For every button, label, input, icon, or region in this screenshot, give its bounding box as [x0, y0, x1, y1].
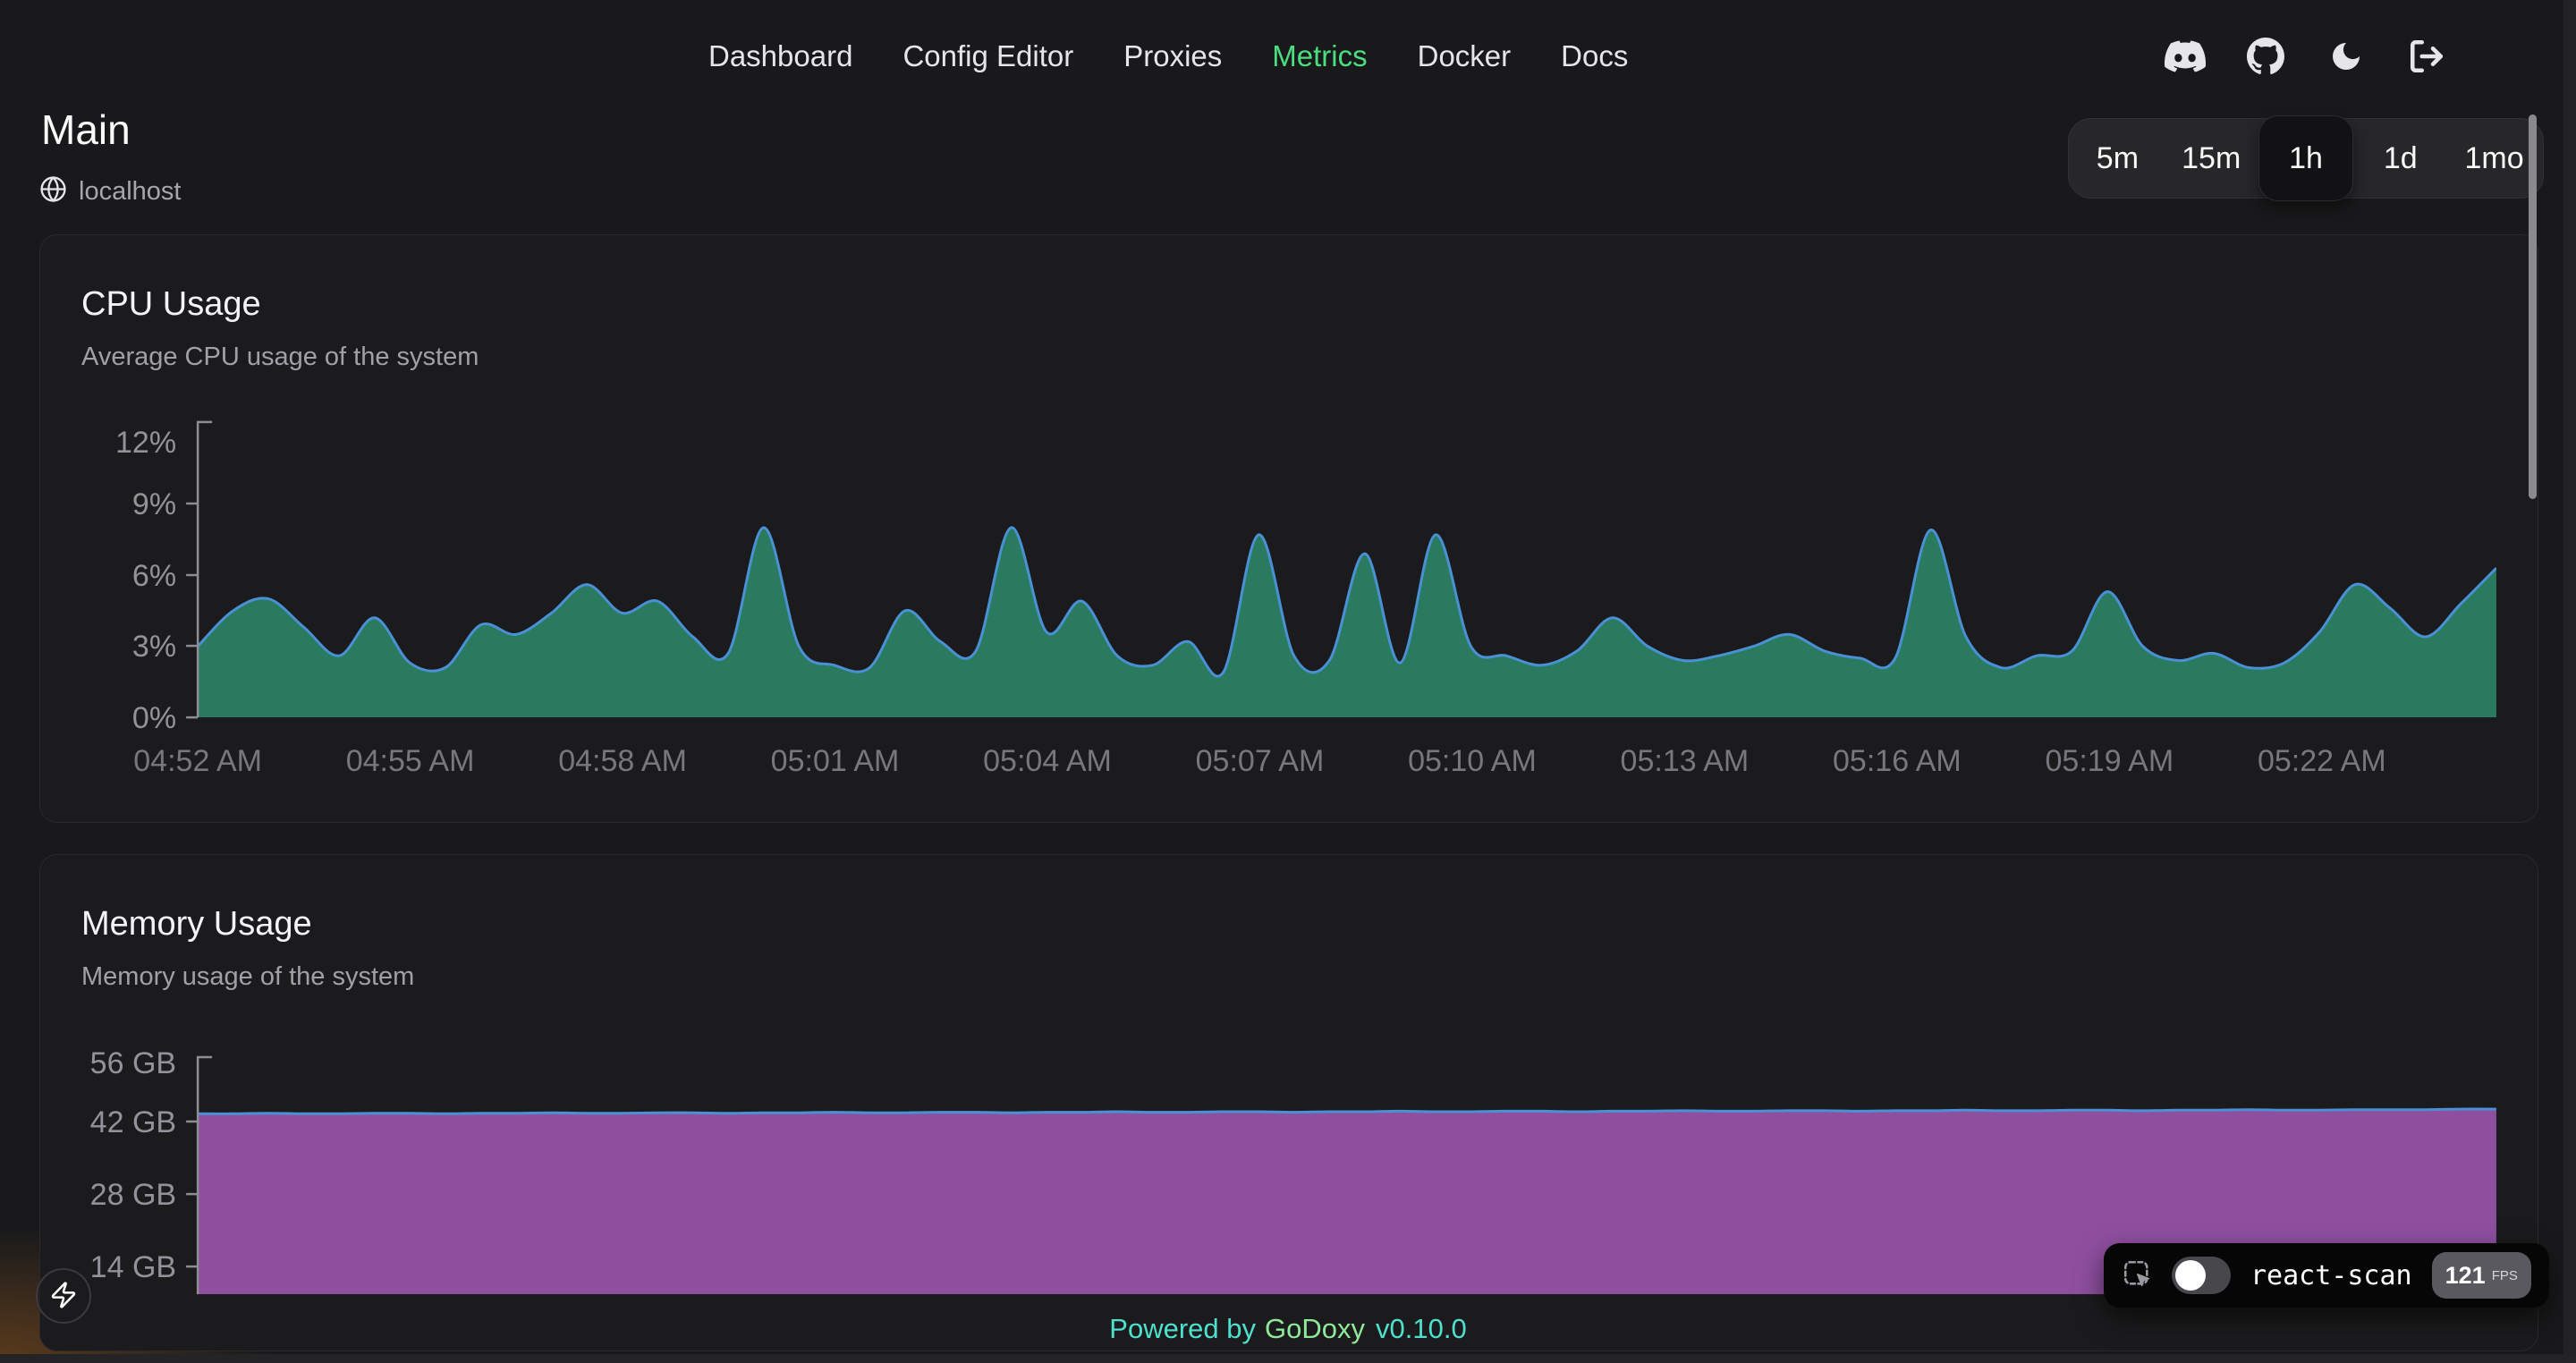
window-right-edge	[2563, 0, 2576, 1363]
svg-text:04:58 AM: 04:58 AM	[558, 744, 687, 778]
nav-item-docs[interactable]: Docs	[1561, 39, 1629, 72]
godoxy-link[interactable]: GoDoxy	[1265, 1313, 1365, 1344]
time-range-1mo[interactable]: 1mo	[2447, 123, 2541, 193]
svg-text:42 GB: 42 GB	[90, 1105, 176, 1139]
react-scan-label: react-scan	[2250, 1259, 2412, 1291]
svg-text:04:55 AM: 04:55 AM	[346, 744, 475, 778]
page-title: Main	[41, 106, 131, 153]
toggle-knob	[2175, 1260, 2206, 1291]
svg-text:14 GB: 14 GB	[90, 1250, 176, 1284]
nav-item-proxies[interactable]: Proxies	[1123, 39, 1223, 72]
svg-text:12%: 12%	[115, 426, 176, 460]
vertical-scrollbar-thumb[interactable]	[2529, 114, 2537, 499]
time-range-1d[interactable]: 1d	[2353, 123, 2447, 193]
cpu-usage-card: CPU Usage Average CPU usage of the syste…	[39, 234, 2538, 823]
top-nav: Dashboard Config Editor Proxies Metrics …	[708, 39, 1628, 73]
inspect-cursor-icon[interactable]	[2122, 1258, 2152, 1293]
nav-item-docker[interactable]: Docker	[1417, 39, 1512, 72]
svg-text:04:52 AM: 04:52 AM	[133, 744, 262, 778]
github-icon[interactable]	[2245, 36, 2286, 77]
react-scan-toggle[interactable]	[2172, 1257, 2231, 1294]
svg-text:9%: 9%	[132, 487, 176, 521]
svg-text:05:01 AM: 05:01 AM	[771, 744, 900, 778]
svg-text:56 GB: 56 GB	[90, 1046, 176, 1080]
footer: Powered by GoDoxy v0.10.0	[0, 1313, 2576, 1345]
svg-text:05:22 AM: 05:22 AM	[2258, 744, 2386, 778]
react-scan-widget: react-scan 121 FPS	[2104, 1243, 2549, 1308]
cpu-card-subtitle: Average CPU usage of the system	[81, 343, 479, 371]
svg-text:05:16 AM: 05:16 AM	[1833, 744, 1962, 778]
svg-text:05:10 AM: 05:10 AM	[1408, 744, 1537, 778]
svg-text:05:07 AM: 05:07 AM	[1196, 744, 1325, 778]
memory-card-subtitle: Memory usage of the system	[81, 962, 415, 991]
host-name: localhost	[79, 176, 182, 206]
cpu-usage-chart: 0% 3% 6% 9% 12% 04:52 AM 04:55 AM 04:58 AM 05:01…	[115, 420, 2496, 778]
nav-item-config-editor[interactable]: Config Editor	[902, 39, 1074, 72]
svg-text:05:13 AM: 05:13 AM	[1621, 744, 1750, 778]
fps-unit: FPS	[2491, 1267, 2518, 1283]
time-range-15m[interactable]: 15m	[2165, 123, 2258, 193]
powered-by-text: Powered by	[1109, 1313, 1257, 1344]
time-range-1h[interactable]: 1h	[2258, 115, 2354, 201]
discord-icon[interactable]	[2165, 36, 2206, 77]
svg-text:6%: 6%	[132, 559, 176, 593]
host-row: localhost	[39, 175, 181, 207]
globe-icon	[39, 175, 67, 207]
svg-text:0%: 0%	[132, 701, 176, 735]
svg-text:28 GB: 28 GB	[90, 1178, 176, 1212]
logout-icon[interactable]	[2406, 36, 2447, 77]
time-range-selector: 5m 15m 1h 1d 1mo	[2068, 115, 2544, 201]
version-link[interactable]: v0.10.0	[1376, 1313, 1467, 1344]
nav-item-metrics[interactable]: Metrics	[1272, 39, 1368, 72]
svg-text:05:04 AM: 05:04 AM	[983, 744, 1112, 778]
memory-card-title: Memory Usage	[81, 905, 312, 943]
svg-text:05:19 AM: 05:19 AM	[2045, 744, 2174, 778]
moon-theme-icon[interactable]	[2326, 36, 2367, 77]
fps-value: 121	[2445, 1261, 2486, 1289]
window-bottom-edge	[0, 1354, 2576, 1363]
nav-item-dashboard[interactable]: Dashboard	[708, 39, 853, 72]
zap-icon	[49, 1281, 78, 1312]
top-icon-bar	[2165, 36, 2447, 77]
svg-text:3%: 3%	[132, 630, 176, 664]
cpu-card-title: CPU Usage	[81, 285, 261, 323]
fps-badge: 121 FPS	[2431, 1252, 2531, 1299]
time-range-5m[interactable]: 5m	[2071, 123, 2165, 193]
quick-actions-button[interactable]	[36, 1268, 91, 1324]
